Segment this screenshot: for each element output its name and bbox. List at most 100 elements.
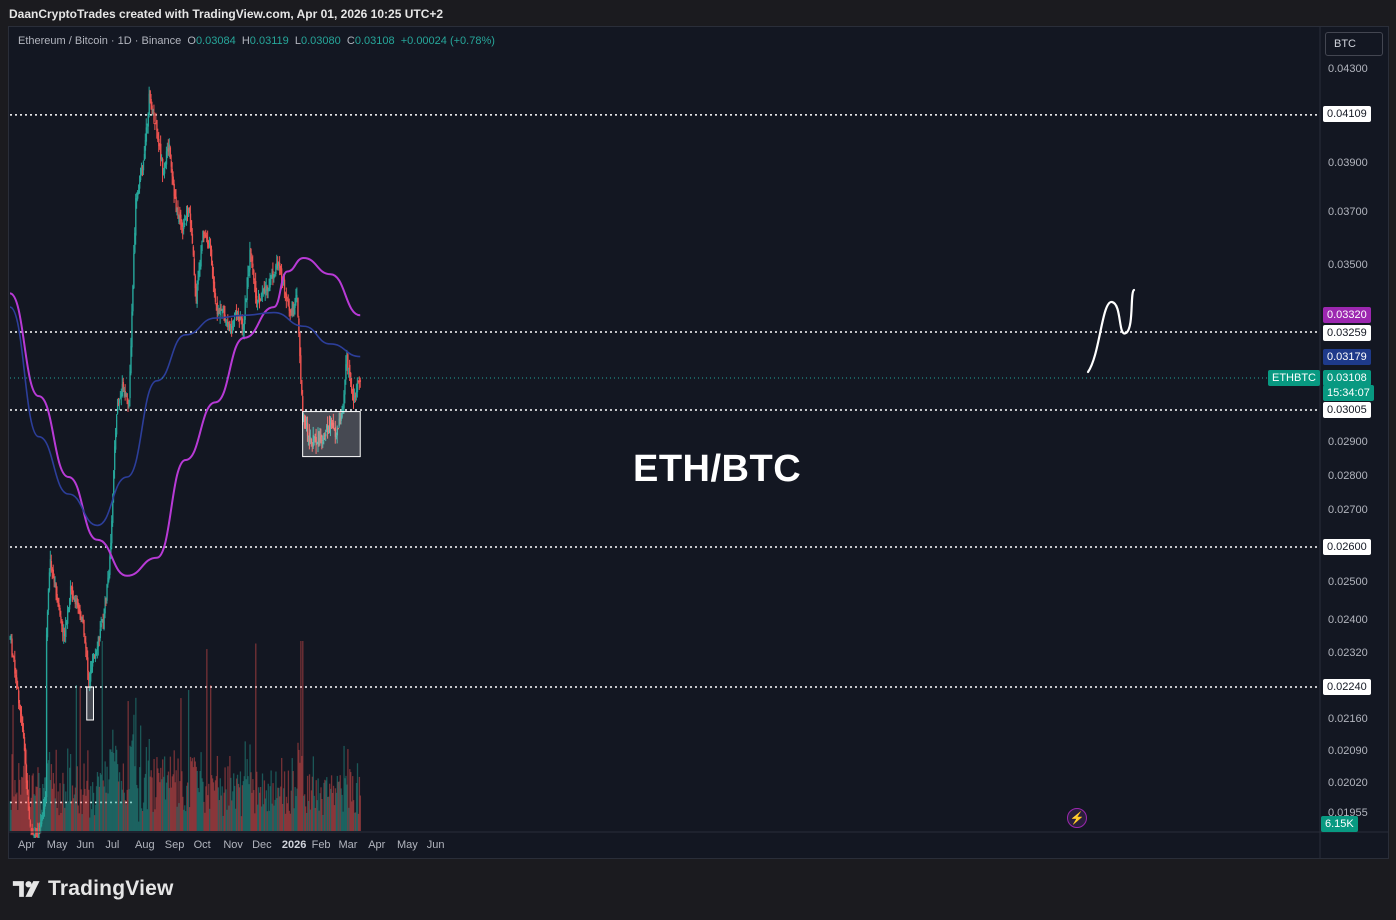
candle-body [43, 806, 45, 815]
volume-bar [338, 781, 340, 831]
volume-bar [344, 778, 346, 831]
time-tick-label: Nov [223, 839, 243, 851]
candle-body [127, 402, 129, 406]
volume-bar [358, 776, 361, 831]
candle-body [179, 212, 181, 218]
volume-bar [88, 789, 90, 831]
volume-bar [82, 794, 84, 831]
time-tick-label: Feb [311, 839, 331, 851]
candle-body [328, 425, 330, 430]
candle-body [79, 609, 81, 618]
volume-bar [258, 792, 261, 831]
candle-body [121, 384, 124, 396]
candle-body [314, 434, 316, 436]
candle-body [209, 244, 211, 248]
candle-body [118, 399, 121, 404]
candle-body [21, 714, 23, 718]
volume-bar [27, 800, 30, 831]
volume-bar [215, 776, 218, 831]
volume-bar [277, 787, 279, 831]
volume-bar [175, 770, 177, 831]
candle-body [9, 636, 11, 638]
candle-body [240, 316, 243, 320]
flash-icon[interactable]: ⚡ [1067, 808, 1087, 828]
candle-body [184, 223, 186, 226]
chart-frame[interactable] [8, 26, 1389, 859]
candle-body [183, 225, 185, 229]
volume-bar [346, 784, 348, 831]
candle-body [145, 127, 148, 142]
volume-bar [219, 778, 221, 831]
candle-body [91, 668, 93, 670]
volume-bar [151, 777, 153, 831]
candle-body [82, 614, 84, 624]
candle-body [255, 280, 257, 298]
candle-body [357, 380, 360, 382]
volume-bar [50, 764, 53, 831]
candle-body [30, 828, 32, 832]
candle-body [238, 316, 241, 322]
volume-bar [229, 756, 231, 831]
candle-body [146, 123, 149, 125]
volume-bar [188, 807, 191, 831]
volume-bar [170, 787, 172, 831]
volume-bar [236, 774, 239, 831]
volume-bar [235, 778, 238, 831]
volume-bar [117, 781, 120, 831]
currency-unit-button[interactable]: BTC [1325, 32, 1383, 56]
volume-bar [30, 797, 32, 831]
candle-body [44, 800, 46, 810]
volume-bar [146, 809, 149, 831]
volume-bar [326, 777, 328, 831]
candle-body [40, 821, 42, 828]
volume-bar [251, 792, 253, 831]
volume-bar [194, 761, 196, 831]
volume-bar [278, 787, 280, 831]
volume-bar [203, 801, 205, 831]
volume-bar [195, 766, 197, 831]
candle-body [278, 265, 280, 267]
volume-bar [171, 776, 173, 831]
tradingview-logo[interactable]: TradingView [12, 877, 174, 901]
candle-body [33, 836, 35, 838]
candle-body [90, 669, 92, 682]
volume-bar [359, 795, 362, 831]
candle-body [231, 325, 233, 328]
volume-bar [200, 752, 202, 831]
candle-body [280, 265, 282, 272]
volume-bar [62, 772, 64, 831]
candle-body [322, 442, 324, 444]
countdown-tag: 15:34:07 [1323, 385, 1374, 401]
candle-body [176, 208, 178, 210]
volume-bar [116, 749, 118, 831]
volume-bar [274, 799, 276, 831]
candle-body [67, 610, 69, 624]
candle-body [282, 277, 285, 284]
candle-body [87, 657, 89, 672]
candle-body [207, 239, 209, 245]
candle-body [139, 182, 141, 189]
volume-bar [332, 785, 335, 831]
candle-body [205, 235, 207, 237]
high-value: 0.03119 [249, 35, 289, 47]
symbol-label[interactable]: Ethereum / Bitcoin · 1D · Binance [18, 35, 182, 47]
candle-body [258, 296, 261, 303]
volume-bar [173, 750, 175, 831]
candle-body [180, 214, 182, 222]
candle-body [194, 275, 196, 289]
volume-bar [264, 798, 267, 831]
candle-body [200, 254, 202, 267]
candle-body [11, 638, 13, 656]
volume-bar [152, 811, 154, 831]
volume-bar [116, 764, 119, 831]
candle-body [359, 380, 362, 382]
volume-bar [57, 791, 59, 831]
volume-bar [193, 757, 196, 831]
volume-bar [51, 788, 54, 831]
volume-bar [127, 701, 129, 831]
volume-bar [72, 798, 75, 831]
candle-body [143, 153, 146, 161]
candle-body [148, 93, 150, 115]
last-price-tag: 0.03108 [1323, 370, 1371, 386]
